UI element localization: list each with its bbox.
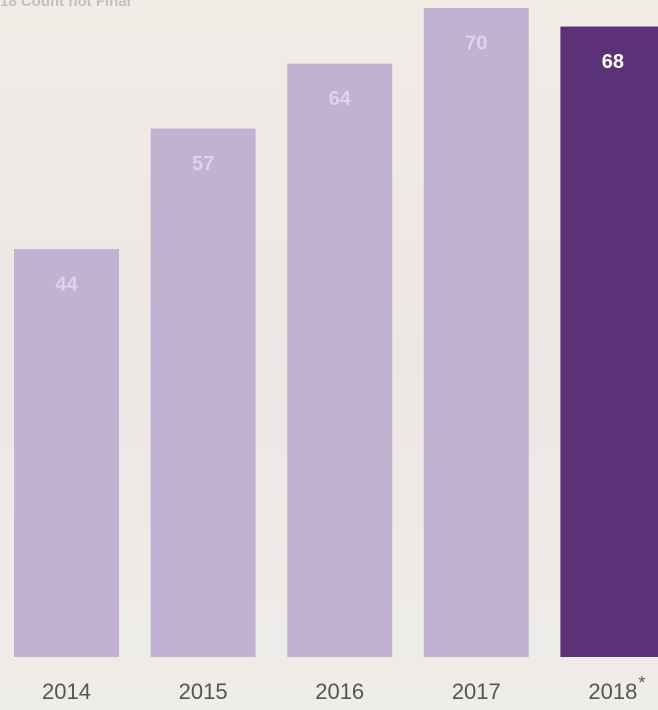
value-label: 70 bbox=[465, 32, 487, 54]
value-label: 57 bbox=[192, 153, 214, 175]
value-label: 64 bbox=[329, 88, 352, 110]
x-tick-label: 2014 bbox=[42, 679, 91, 704]
bar bbox=[14, 249, 119, 658]
x-tick-label: 2015 bbox=[179, 679, 228, 704]
x-tick-label: 2016 bbox=[315, 679, 364, 704]
bar bbox=[423, 8, 529, 657]
value-label: 68 bbox=[602, 51, 624, 73]
value-label: 44 bbox=[55, 273, 78, 295]
chart-title: 18 Count not Final bbox=[0, 0, 131, 10]
x-tick-label: 2018 bbox=[588, 679, 637, 704]
bar bbox=[560, 26, 658, 658]
x-tick-label: 2017 bbox=[452, 679, 501, 704]
footnote-marker: * bbox=[638, 673, 645, 693]
bar bbox=[287, 63, 393, 658]
bar bbox=[150, 128, 256, 657]
